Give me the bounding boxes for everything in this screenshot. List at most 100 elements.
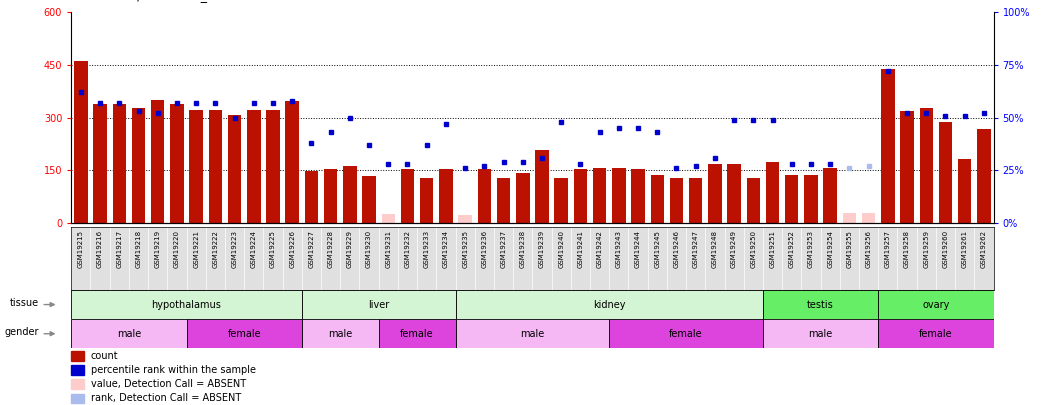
Bar xyxy=(420,178,434,223)
Bar xyxy=(939,122,953,223)
Text: GSM19216: GSM19216 xyxy=(97,230,103,268)
Bar xyxy=(439,169,453,223)
Bar xyxy=(670,178,683,223)
Bar xyxy=(400,169,414,223)
Bar xyxy=(302,290,456,319)
Bar xyxy=(456,290,763,319)
Text: GSM19240: GSM19240 xyxy=(559,230,564,268)
Text: GSM19226: GSM19226 xyxy=(289,230,296,268)
Text: GSM19227: GSM19227 xyxy=(308,230,314,268)
Text: GSM19248: GSM19248 xyxy=(712,230,718,268)
Bar xyxy=(878,319,994,348)
Text: female: female xyxy=(670,329,703,339)
Text: GSM19242: GSM19242 xyxy=(596,230,603,268)
Text: GSM19258: GSM19258 xyxy=(904,230,910,268)
Text: GSM19220: GSM19220 xyxy=(174,230,180,268)
Text: GSM19262: GSM19262 xyxy=(981,230,987,268)
Text: GSM19231: GSM19231 xyxy=(386,230,391,268)
Text: male: male xyxy=(328,329,352,339)
Bar xyxy=(302,319,378,348)
Text: GSM19225: GSM19225 xyxy=(270,230,276,268)
Text: GSM19218: GSM19218 xyxy=(135,230,141,268)
Text: GSM19238: GSM19238 xyxy=(520,230,526,268)
Text: GSM19235: GSM19235 xyxy=(462,230,468,268)
Text: rank, Detection Call = ABSENT: rank, Detection Call = ABSENT xyxy=(90,393,241,403)
Bar xyxy=(187,319,302,348)
Bar xyxy=(593,168,607,223)
Bar xyxy=(190,110,203,223)
Bar xyxy=(74,61,88,223)
Text: female: female xyxy=(919,329,953,339)
Bar xyxy=(227,115,241,223)
Text: male: male xyxy=(116,329,141,339)
Bar xyxy=(631,169,645,223)
Bar xyxy=(708,164,722,223)
Bar xyxy=(381,214,395,223)
Text: GSM19256: GSM19256 xyxy=(866,230,872,268)
Text: GSM19245: GSM19245 xyxy=(654,230,660,268)
Text: GSM19239: GSM19239 xyxy=(539,230,545,268)
Text: GSM19249: GSM19249 xyxy=(732,230,737,268)
Bar xyxy=(209,110,222,223)
Text: ovary: ovary xyxy=(922,300,949,309)
Text: GSM19254: GSM19254 xyxy=(827,230,833,268)
Bar xyxy=(900,111,914,223)
Text: gender: gender xyxy=(4,327,39,337)
Text: kidney: kidney xyxy=(593,300,626,309)
Text: GSM19232: GSM19232 xyxy=(405,230,411,268)
Text: GSM19222: GSM19222 xyxy=(213,230,218,268)
Text: GSM19247: GSM19247 xyxy=(693,230,699,268)
Text: GSM19260: GSM19260 xyxy=(942,230,948,268)
Text: percentile rank within the sample: percentile rank within the sample xyxy=(90,365,256,375)
Bar xyxy=(363,177,376,223)
Text: GSM19253: GSM19253 xyxy=(808,230,814,268)
Bar xyxy=(861,213,875,223)
Text: GSM19223: GSM19223 xyxy=(232,230,238,268)
Bar xyxy=(478,169,492,223)
Text: GSM19246: GSM19246 xyxy=(674,230,679,268)
Bar xyxy=(71,394,84,403)
Bar xyxy=(93,104,107,223)
Bar xyxy=(112,104,126,223)
Bar xyxy=(824,168,837,223)
Text: GSM19250: GSM19250 xyxy=(750,230,757,268)
Bar xyxy=(266,110,280,223)
Text: GSM19217: GSM19217 xyxy=(116,230,123,268)
Text: GSM19219: GSM19219 xyxy=(155,230,160,268)
Bar xyxy=(343,166,356,223)
Text: GSM19244: GSM19244 xyxy=(635,230,641,268)
Text: GSM19261: GSM19261 xyxy=(962,230,967,268)
Text: GSM19224: GSM19224 xyxy=(250,230,257,268)
Text: GSM19221: GSM19221 xyxy=(193,230,199,268)
Text: count: count xyxy=(90,351,118,361)
Text: GSM19228: GSM19228 xyxy=(328,230,333,268)
Text: GSM19230: GSM19230 xyxy=(366,230,372,268)
Bar xyxy=(573,169,587,223)
Text: male: male xyxy=(808,329,833,339)
Text: GSM19251: GSM19251 xyxy=(769,230,776,268)
Bar xyxy=(878,290,994,319)
Text: GDS565 / 1422498_at: GDS565 / 1422498_at xyxy=(82,0,219,2)
Bar xyxy=(458,215,472,223)
Text: tissue: tissue xyxy=(10,298,39,308)
Text: GSM19236: GSM19236 xyxy=(481,230,487,268)
Text: GSM19259: GSM19259 xyxy=(923,230,930,268)
Bar xyxy=(651,175,664,223)
Bar xyxy=(516,173,529,223)
Bar xyxy=(609,319,763,348)
Bar xyxy=(497,178,510,223)
Bar xyxy=(132,108,146,223)
Text: GSM19255: GSM19255 xyxy=(847,230,852,268)
Bar xyxy=(324,169,337,223)
Bar xyxy=(71,365,84,375)
Bar xyxy=(919,108,933,223)
Text: hypothalamus: hypothalamus xyxy=(152,300,221,309)
Bar xyxy=(612,168,626,223)
Text: female: female xyxy=(400,329,434,339)
Bar xyxy=(763,290,878,319)
Text: testis: testis xyxy=(807,300,834,309)
Bar xyxy=(804,175,817,223)
Bar xyxy=(766,162,780,223)
Bar xyxy=(843,213,856,223)
Text: GSM19215: GSM19215 xyxy=(78,230,84,268)
